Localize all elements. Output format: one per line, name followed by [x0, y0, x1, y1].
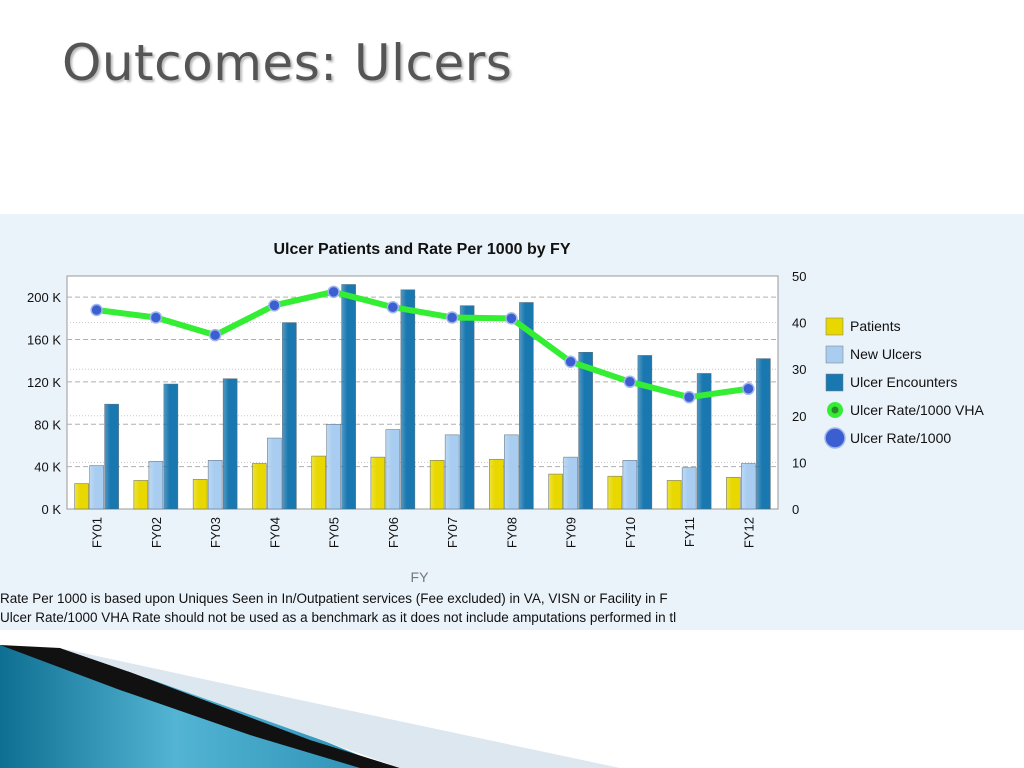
bar-patients	[726, 476, 741, 510]
bar-new-ulcers	[741, 463, 756, 510]
bar-new-ulcers	[444, 434, 460, 510]
point-ulcer-rate	[742, 382, 755, 396]
x-tick-label: FY01	[90, 517, 105, 548]
point-ulcer-rate	[505, 312, 518, 325]
bar-new-ulcers	[207, 460, 223, 510]
footnote-rate: Rate Per 1000 is based upon Uniques Seen…	[0, 591, 668, 606]
bar-new-ulcers	[89, 465, 104, 510]
slide-decoration	[0, 645, 620, 768]
bar-ulcer-encounters	[163, 383, 179, 510]
point-ulcer-rate	[268, 299, 281, 312]
legend-swatch-new-ulcers	[825, 345, 844, 364]
y-left-tick-label: 200 K	[27, 290, 61, 305]
bar-new-ulcers	[622, 460, 638, 510]
y-left-tick-label: 120 K	[27, 375, 61, 390]
point-ulcer-rate	[386, 300, 400, 314]
bar-new-ulcers	[681, 467, 697, 510]
x-tick-label: FY12	[741, 517, 756, 548]
bar-ulcer-encounters	[696, 373, 712, 510]
y-left-tick-label: 40 K	[34, 460, 61, 475]
x-axis-label: FY	[411, 569, 430, 585]
bar-patients	[666, 480, 682, 510]
x-tick-label: FY06	[386, 517, 401, 548]
bar-ulcer-encounters	[756, 358, 771, 510]
bar-ulcer-encounters	[400, 289, 416, 510]
y-right-tick-label: 0	[792, 502, 799, 517]
legend-label-ulcer-rate-1000-vha: Ulcer Rate/1000 VHA	[850, 402, 985, 418]
bar-patients	[489, 458, 504, 510]
y-right-tick-label: 40	[792, 316, 806, 331]
legend-swatch-ulcer-rate-1000	[824, 427, 846, 449]
bar-patients	[548, 473, 563, 510]
bar-new-ulcers	[385, 429, 401, 510]
bar-ulcer-encounters	[637, 355, 653, 510]
legend-label-ulcer-rate-1000: Ulcer Rate/1000	[850, 430, 951, 446]
bar-ulcer-encounters	[578, 352, 593, 510]
legend-label-patients: Patients	[850, 318, 901, 334]
bar-patients	[311, 455, 326, 510]
x-tick-label: FY09	[564, 517, 579, 548]
x-tick-label: FY07	[445, 517, 460, 548]
y-right-tick-label: 50	[792, 269, 806, 284]
legend-swatch-ulcer-encounters	[825, 373, 844, 392]
bar-patients	[429, 460, 445, 510]
point-ulcer-rate	[90, 303, 103, 317]
bar-ulcer-encounters	[222, 378, 238, 510]
x-tick-label: FY08	[504, 517, 519, 548]
footnote-benchmark: Ulcer Rate/1000 VHA Rate should not be u…	[0, 610, 677, 625]
x-tick-label: FY10	[623, 517, 638, 548]
bar-patients	[74, 483, 89, 510]
black-swoosh	[0, 645, 400, 768]
x-tick-label: FY03	[208, 517, 223, 548]
legend-label-ulcer-encounters: Ulcer Encounters	[850, 374, 957, 390]
chart-title: Ulcer Patients and Rate Per 1000 by FY	[273, 241, 570, 258]
point-ulcer-rate	[564, 355, 577, 368]
bar-new-ulcers	[563, 456, 578, 510]
bar-new-ulcers	[148, 461, 164, 510]
bar-new-ulcers	[326, 424, 341, 510]
y-left-tick-label: 80 K	[34, 417, 61, 432]
bar-patients	[133, 480, 149, 510]
bar-ulcer-encounters	[519, 302, 534, 510]
bar-ulcer-encounters	[459, 305, 475, 510]
point-ulcer-rate	[149, 311, 163, 324]
x-tick-label: FY02	[149, 517, 164, 548]
x-tick-label: FY04	[267, 517, 282, 548]
point-ulcer-rate	[623, 375, 637, 389]
point-ulcer-rate	[682, 390, 696, 404]
chart: Ulcer Patients and Rate Per 1000 by FY 0 …	[27, 241, 985, 585]
legend-label-new-ulcers: New Ulcers	[850, 346, 922, 362]
bar-patients	[607, 475, 623, 510]
slide-title: Outcomes: Ulcers	[62, 34, 513, 92]
bar-patients	[252, 463, 267, 510]
line-ulcer-rate-vha	[93, 288, 752, 401]
y-left-tick-label: 160 K	[27, 333, 61, 348]
bar-patients	[192, 479, 208, 510]
bar-ulcer-encounters	[341, 284, 356, 510]
y-right-tick-label: 10	[792, 455, 806, 470]
bar-new-ulcers	[267, 437, 282, 510]
y-right-tick-label: 30	[792, 362, 806, 377]
point-ulcer-rate	[327, 285, 340, 299]
bar-ulcer-encounters	[104, 403, 119, 510]
bar-patients	[370, 456, 386, 510]
x-tick-label: FY11	[682, 517, 697, 547]
y-right-tick-label: 20	[792, 409, 806, 424]
point-ulcer-rate	[445, 311, 459, 324]
x-tick-label: FY05	[327, 517, 342, 548]
legend-swatch-patients	[825, 317, 844, 336]
bar-ulcer-encounters	[282, 322, 297, 510]
light-swoosh	[60, 648, 620, 768]
point-ulcer-rate	[208, 328, 222, 342]
legend-swatch-center-ulcer-rate-1000-vha	[831, 406, 839, 414]
bar-new-ulcers	[504, 434, 519, 510]
y-left-tick-label: 0 K	[41, 502, 61, 517]
